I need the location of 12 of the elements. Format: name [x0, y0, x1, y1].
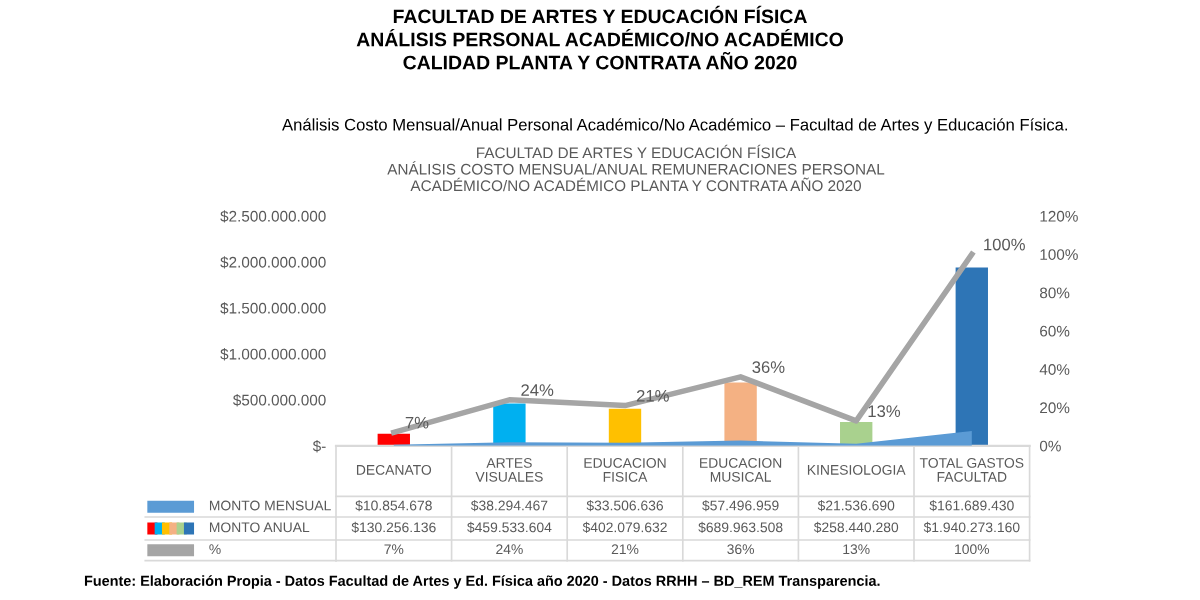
bar — [493, 403, 526, 446]
text: 24% — [521, 384, 554, 396]
chart-subtitle: Análisis Costo Mensual/Anual Personal Académico/No Académico – Facultad de Artes y Educación Física. — [282, 118, 1067, 134]
text: 36% — [752, 361, 785, 373]
bar — [955, 267, 988, 446]
text: 7% — [405, 416, 429, 429]
text: 13% — [868, 405, 901, 418]
bar — [608, 408, 642, 446]
text: 21% — [636, 389, 669, 402]
line-series — [391, 251, 975, 436]
text: 100% — [984, 238, 1025, 251]
chart-title: FACULTAD DE ARTES Y EDUCACIÓN FÍSICA ANÁLISIS PERSONAL ACADÉMICO/NO ACADÉMICO CALIDAD PLANTA Y CONTRATA AÑO 2020 — [356, 5, 843, 70]
